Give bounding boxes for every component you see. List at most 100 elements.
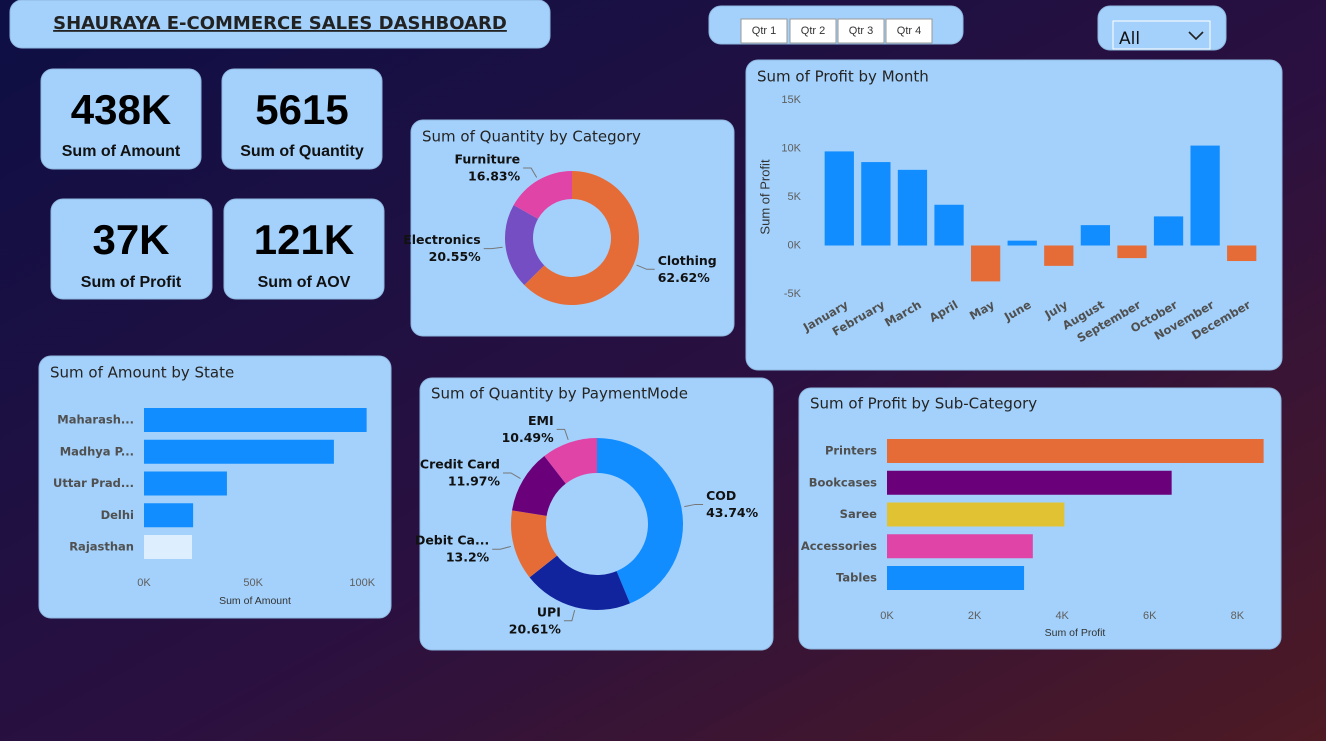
bar (144, 471, 227, 496)
x-tick-label: 100K (349, 577, 375, 589)
data-label-name: Debit Ca... (415, 533, 489, 548)
data-label-value: 43.74% (706, 505, 759, 520)
bar (897, 169, 928, 246)
data-label-name: Furniture (454, 152, 520, 167)
bar (1227, 245, 1257, 262)
y-tick-label: Accessories (801, 539, 877, 553)
donut-slice (512, 456, 566, 516)
data-label-value: 62.62% (658, 270, 711, 285)
data-label-value: 11.97% (448, 473, 501, 488)
kpi-value: 5615 (255, 86, 348, 133)
x-axis-label: Sum of Amount (219, 595, 291, 607)
filter-slicer (1097, 5, 1227, 51)
leader-line (563, 610, 576, 622)
y-tick-label: Printers (825, 444, 877, 458)
bar (144, 503, 194, 528)
quarter-label[interactable]: Qtr 4 (897, 25, 921, 37)
bar (1080, 225, 1111, 246)
x-tick-label: 2K (968, 610, 982, 622)
y-tick-label: 5K (788, 191, 802, 203)
donut-slice (505, 205, 545, 286)
bar (1007, 240, 1037, 246)
data-label-value: 10.49% (502, 430, 555, 445)
data-label-value: 20.61% (509, 621, 562, 636)
bar (887, 566, 1025, 590)
x-tick-label: 0K (137, 577, 151, 589)
y-tick-label: -5K (784, 288, 802, 300)
kpi-value: 37K (92, 216, 169, 263)
leader-line (492, 545, 512, 550)
data-label-value: 20.55% (429, 249, 482, 264)
kpi-card (221, 68, 383, 170)
dropdown-chevron[interactable] (1188, 31, 1204, 41)
kpi-label: Sum of Profit (81, 274, 182, 291)
y-tick-label: Delhi (101, 508, 134, 522)
bar (970, 245, 1001, 282)
leader-line (483, 246, 503, 250)
y-tick-label: 0K (788, 239, 802, 251)
quarter-button[interactable] (885, 18, 933, 44)
donut-slice (529, 555, 630, 610)
quarter-label[interactable]: Qtr 3 (849, 25, 873, 37)
y-tick-label: Tables (836, 571, 877, 585)
donut-slice (597, 438, 683, 604)
dropdown[interactable] (1112, 20, 1211, 50)
x-tick-label: 50K (243, 577, 263, 589)
x-tick-label: 6K (1143, 610, 1157, 622)
donut-slice (544, 438, 597, 484)
leader-line (684, 503, 704, 508)
kpi-card (40, 68, 202, 170)
quarter-button[interactable] (789, 18, 837, 44)
quarter-label[interactable]: Qtr 2 (801, 25, 825, 37)
bar (1153, 216, 1184, 246)
quarter-label[interactable]: Qtr 1 (752, 25, 776, 37)
kpi-card (50, 198, 213, 300)
kpi-value: 121K (254, 216, 354, 263)
data-label-name: COD (706, 488, 736, 503)
leader-line (503, 472, 521, 479)
y-tick-label: Madhya P... (60, 444, 134, 458)
quarter-button[interactable] (837, 18, 885, 44)
kpi-label: Sum of AOV (258, 274, 351, 291)
leader-line (523, 167, 538, 178)
data-label-value: 16.83% (468, 169, 521, 184)
data-label-name: EMI (528, 413, 554, 428)
bar (887, 439, 1264, 463)
donut-slice (513, 171, 572, 219)
bar (144, 535, 193, 559)
y-tick-label: Bookcases (809, 475, 877, 489)
y-tick-label: Saree (840, 507, 878, 521)
leader-line (556, 428, 569, 440)
chart-title: Sum of Amount by State (50, 364, 234, 382)
bar (861, 162, 891, 246)
kpi-value: 438K (71, 86, 171, 133)
y-tick-label: Rajasthan (69, 540, 134, 554)
kpi-label: Sum of Quantity (240, 143, 364, 160)
data-label-value: 13.2% (446, 550, 490, 565)
bar (1117, 245, 1147, 259)
y-tick-label: 15K (781, 94, 801, 106)
x-tick-label: 0K (880, 610, 894, 622)
dropdown-value[interactable]: All (1119, 29, 1140, 49)
kpi-card (223, 198, 385, 300)
bar (824, 151, 854, 246)
bar (887, 470, 1172, 495)
kpi-label: Sum of Amount (62, 143, 181, 160)
bar (887, 534, 1033, 559)
quarter-button[interactable] (740, 18, 788, 44)
bar (144, 408, 367, 432)
leader-line (636, 264, 655, 270)
bar (1190, 145, 1220, 246)
chart-panel (745, 59, 1283, 371)
title-panel (9, 0, 551, 49)
bar (1044, 245, 1074, 266)
dashboard-title: SHAURAYA E-COMMERCE SALES DASHBOARD (53, 13, 507, 34)
bar (934, 204, 964, 246)
chart-panel (410, 119, 735, 337)
y-tick-label: Uttar Prad... (53, 476, 134, 490)
y-tick-label: 10K (781, 142, 801, 154)
x-tick-label: 8K (1231, 610, 1245, 622)
x-tick-label: 4K (1055, 610, 1069, 622)
